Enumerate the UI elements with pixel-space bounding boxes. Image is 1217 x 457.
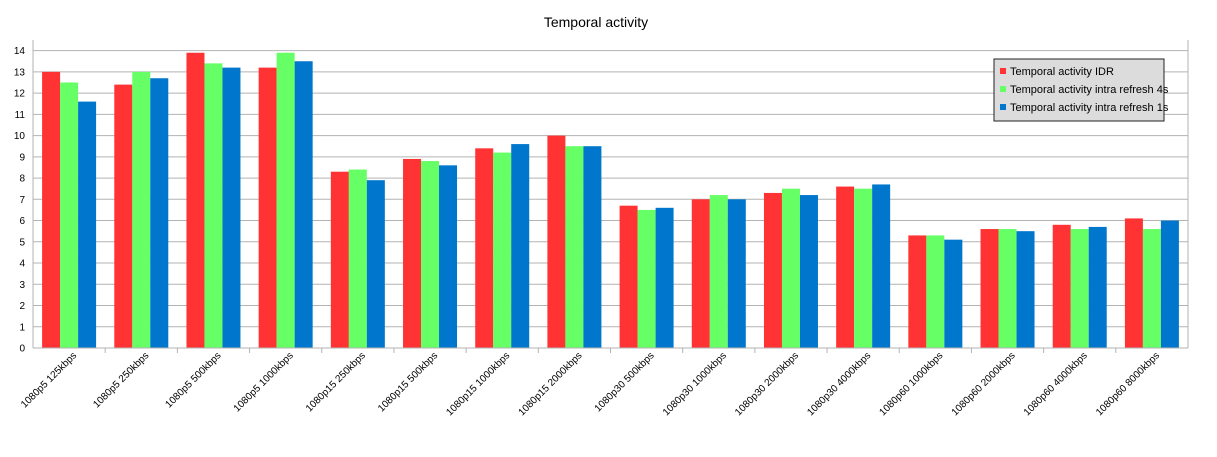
legend-swatch-idr (1000, 68, 1006, 74)
y-tick-label: 10 (14, 131, 26, 142)
y-tick-label: 11 (15, 110, 26, 121)
y-tick-label: 9 (19, 152, 25, 163)
y-tick-label: 14 (14, 46, 26, 57)
bar-intra-1s (799, 195, 818, 348)
legend-label-intra-4s: Temporal activity intra refresh 4s (1010, 84, 1169, 96)
bar-intra-1s (1088, 226, 1107, 348)
bar-intra-4s (565, 146, 584, 348)
y-tick-label: 8 (19, 174, 25, 185)
bar-intra-4s (204, 63, 223, 349)
bar-intra-4s (854, 188, 873, 348)
bar-idr (908, 235, 927, 348)
bar-intra-1s (583, 146, 602, 348)
bar-intra-1s (366, 180, 385, 348)
legend: Temporal activity IDR Temporal activity … (993, 58, 1169, 122)
bar-intra-4s (709, 195, 728, 348)
bar-intra-4s (493, 152, 512, 348)
bar-intra-4s (276, 52, 295, 349)
chart-title: Temporal activity (544, 14, 648, 30)
y-tick-label: 7 (19, 195, 25, 206)
bar-idr (475, 148, 494, 348)
bar-idr (1052, 224, 1071, 348)
bar-idr (42, 71, 61, 349)
bar-idr (330, 171, 349, 348)
legend-swatch-intra-1s (1000, 104, 1006, 110)
bar-intra-1s (872, 184, 891, 348)
bar-intra-4s (348, 169, 367, 348)
bar-idr (691, 199, 710, 348)
y-tick-label: 1 (19, 322, 25, 333)
bar-intra-4s (421, 161, 440, 348)
bar-intra-1s (78, 101, 97, 348)
bar-intra-1s (1160, 220, 1179, 348)
bar-intra-4s (60, 82, 79, 348)
bar-intra-4s (926, 235, 945, 348)
bar-intra-1s (222, 67, 241, 348)
bar-idr (763, 192, 782, 348)
bar-idr (980, 229, 999, 348)
bar-idr (258, 67, 277, 348)
bar-intra-1s (944, 239, 963, 348)
legend-swatch-intra-4s (1000, 86, 1006, 92)
bar-intra-4s (998, 229, 1017, 348)
bar-idr (836, 186, 855, 348)
y-tick-label: 5 (19, 237, 25, 248)
y-tick-label: 0 (19, 344, 25, 355)
legend-label-idr: Temporal activity IDR (1010, 66, 1114, 78)
bar-intra-1s (294, 61, 313, 348)
bar-idr (186, 52, 205, 349)
y-tick-label: 2 (19, 301, 25, 312)
y-tick-label: 12 (14, 89, 26, 100)
y-tick-label: 13 (14, 67, 26, 78)
bar-idr (403, 158, 422, 348)
bar-intra-1s (655, 207, 674, 348)
y-tick-label: 4 (19, 259, 25, 270)
bar-intra-1s (511, 144, 530, 348)
bar-intra-1s (439, 165, 458, 348)
y-tick-label: 6 (19, 216, 25, 227)
legend-label-intra-1s: Temporal activity intra refresh 1s (1010, 102, 1169, 114)
bar-intra-4s (637, 209, 656, 348)
bar-intra-4s (132, 71, 151, 349)
bar-intra-4s (1142, 229, 1161, 348)
bar-intra-4s (781, 188, 800, 348)
bar-intra-4s (1070, 229, 1089, 348)
bar-idr (114, 84, 133, 348)
bar-idr (1124, 218, 1143, 348)
bar-idr (619, 205, 638, 348)
legend-box (993, 58, 1165, 122)
bar-idr (547, 135, 566, 348)
bar-intra-1s (1016, 231, 1035, 348)
bar-intra-1s (150, 78, 169, 348)
bars (42, 52, 1179, 349)
y-tick-label: 3 (19, 280, 25, 291)
bar-intra-1s (727, 199, 746, 348)
